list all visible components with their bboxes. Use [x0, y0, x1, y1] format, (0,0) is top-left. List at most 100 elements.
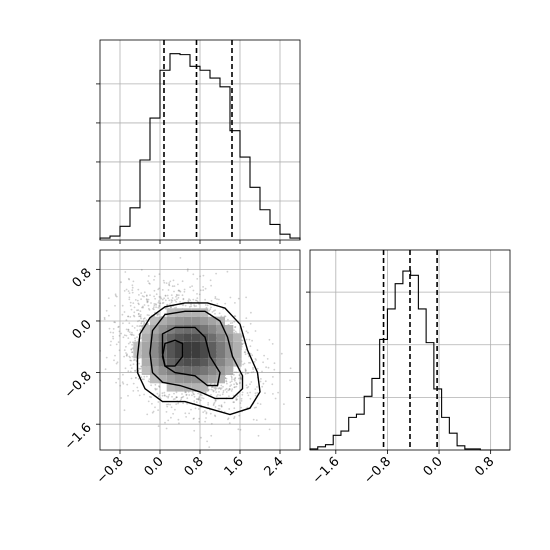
density-cell — [216, 333, 225, 342]
scatter-point — [131, 333, 134, 336]
scatter-point — [131, 355, 134, 358]
scatter-point — [196, 278, 199, 280]
density-cell — [191, 383, 200, 392]
scatter-point — [157, 425, 160, 427]
scatter-point — [133, 327, 136, 329]
scatter-point — [136, 336, 138, 339]
scatter-point — [157, 409, 160, 411]
scatter-point — [133, 306, 136, 309]
scatter-point — [104, 368, 107, 371]
scatter-point — [129, 370, 132, 373]
density-cell — [191, 358, 200, 367]
scatter-point — [212, 404, 215, 407]
joint-xtick-label: −0.8 — [94, 454, 127, 487]
scatter-point — [143, 291, 146, 294]
scatter-point — [121, 313, 124, 316]
scatter-point — [143, 378, 145, 381]
scatter-point — [137, 309, 140, 311]
scatter-point — [241, 371, 244, 374]
scatter-point — [154, 388, 157, 391]
scatter-point — [184, 391, 187, 394]
scatter-point — [257, 434, 260, 437]
scatter-point — [224, 302, 227, 305]
scatter-point — [237, 428, 240, 431]
scatter-point — [172, 412, 175, 415]
density-cell — [233, 333, 242, 342]
scatter-point — [132, 302, 135, 304]
scatter-point — [180, 396, 183, 399]
scatter-point — [165, 395, 168, 398]
scatter-point — [214, 414, 216, 417]
scatter-point — [164, 421, 166, 424]
scatter-point — [138, 303, 140, 306]
scatter-point — [197, 397, 200, 400]
scatter-point — [208, 309, 211, 312]
scatter-point — [199, 289, 202, 292]
scatter-point — [238, 414, 241, 417]
scatter-point — [155, 293, 158, 296]
scatter-point — [128, 355, 131, 358]
scatter-point — [233, 383, 236, 386]
density-cell — [191, 366, 200, 375]
scatter-point — [151, 411, 154, 414]
scatter-point — [188, 306, 191, 308]
scatter-point — [128, 298, 131, 301]
scatter-point — [108, 314, 110, 317]
scatter-point — [265, 366, 267, 369]
scatter-point — [155, 306, 158, 309]
scatter-point — [167, 395, 170, 398]
scatter-point — [145, 295, 148, 297]
scatter-point — [133, 359, 135, 362]
scatter-point — [253, 361, 256, 363]
scatter-point — [174, 398, 176, 400]
scatter-point — [256, 367, 259, 370]
density-cell — [183, 308, 192, 317]
scatter-point — [250, 371, 253, 374]
scatter-point — [167, 396, 170, 399]
scatter-point — [130, 359, 133, 362]
scatter-point — [218, 387, 221, 389]
scatter-point — [240, 377, 242, 380]
scatter-point — [129, 341, 132, 344]
joint-xtick-label: 2.4 — [262, 454, 287, 479]
scatter-point — [252, 371, 255, 373]
density-cell — [183, 325, 192, 334]
scatter-point — [132, 334, 135, 336]
scatter-point — [254, 358, 257, 360]
scatter-point — [172, 279, 175, 282]
scatter-point — [147, 304, 150, 307]
y-hist-xtick-label: −0.8 — [361, 454, 394, 487]
scatter-point — [185, 416, 188, 418]
scatter-point — [175, 396, 178, 399]
scatter-point — [153, 295, 156, 298]
scatter-point — [115, 343, 118, 346]
scatter-point — [197, 398, 200, 401]
scatter-point — [227, 389, 230, 392]
scatter-point — [153, 308, 155, 311]
scatter-point — [140, 320, 143, 323]
scatter-point — [167, 403, 170, 406]
scatter-point — [266, 358, 269, 360]
scatter-point — [229, 322, 232, 324]
scatter-point — [254, 394, 257, 397]
scatter-point — [215, 387, 218, 390]
scatter-point — [221, 393, 224, 396]
scatter-point — [127, 277, 130, 280]
scatter-point — [223, 401, 226, 404]
scatter-point — [140, 268, 143, 271]
density-cell — [150, 358, 159, 367]
joint-ytick-label: −1.6 — [62, 420, 95, 453]
density-cell — [216, 350, 225, 359]
scatter-point — [243, 342, 246, 345]
scatter-point — [125, 354, 128, 356]
scatter-point — [147, 380, 150, 382]
scatter-point — [240, 406, 243, 409]
scatter-point — [134, 369, 137, 372]
scatter-point — [214, 400, 217, 403]
scatter-point — [128, 331, 131, 333]
density-cell — [150, 375, 159, 384]
scatter-point — [230, 376, 233, 379]
density-cell — [175, 316, 184, 325]
scatter-point — [289, 379, 291, 382]
scatter-point — [234, 376, 237, 379]
